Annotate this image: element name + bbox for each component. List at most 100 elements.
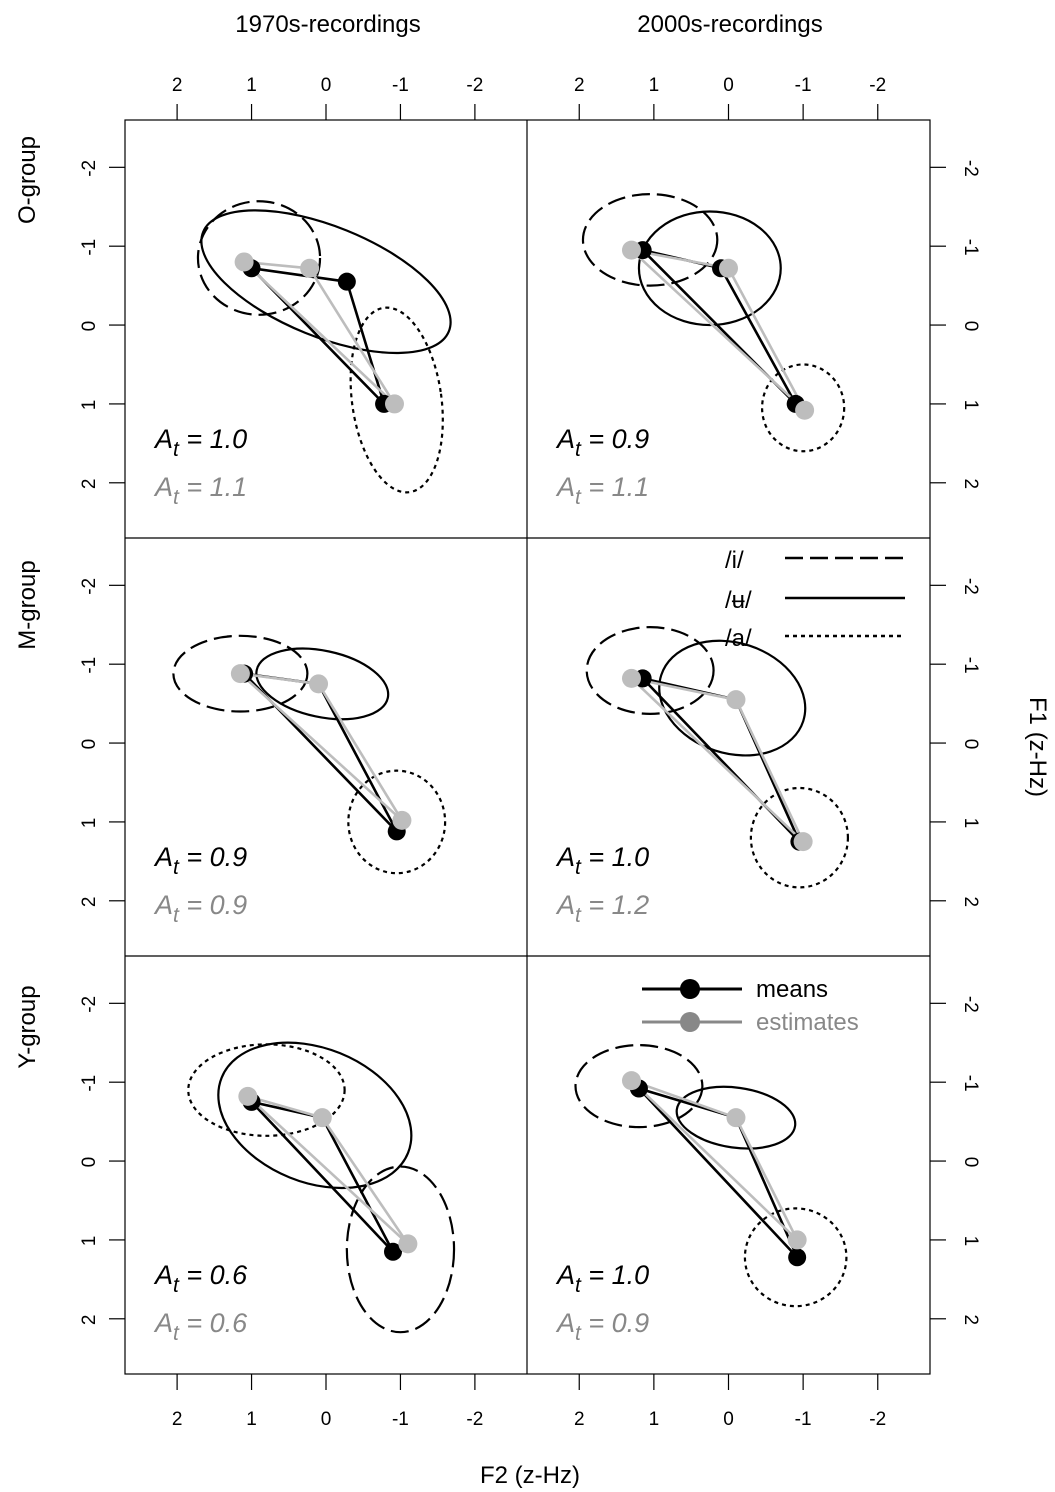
ellipse-ʉ-2 [255,647,390,721]
ellipse-a-0 [349,306,444,494]
y-tick-label-right-2-2: 0 [960,1157,981,1168]
vowel-legend: /i/ /ʉ/ /a/ [725,547,905,652]
legend-vowel-i-label: /i/ [725,547,744,574]
at-estimate-label-0: At = 1.1 [153,472,247,509]
means-triangle-0 [250,266,386,406]
at-estimate-label-3: At = 1.2 [555,890,649,927]
ellipse-i-3 [585,626,715,715]
legend-vowel-a-label: /a/ [725,625,752,652]
y-tick-label-left-0-3: 1 [79,400,100,411]
estimate-point-0-2 [384,394,404,414]
mean-point-4-2 [384,1242,402,1261]
y-tick-label-left-2-3: 1 [79,1236,100,1247]
panel-m-group-2000s: At = 1.0 At = 1.2 [555,626,850,927]
x-tick-label-top-0-4: -2 [466,75,483,96]
ellipse-i-0 [196,200,322,316]
estimate-point-1-1 [719,258,738,278]
estimates-triangle-0 [242,260,396,406]
at-estimate-label-5: At = 0.9 [555,1308,649,1345]
y-tick-label-right-1-3: 1 [960,818,981,829]
ellipse-ʉ-1 [637,210,782,327]
y-tick-label-right-0-3: 1 [960,400,981,411]
at-mean-label-3: At = 1.0 [555,842,649,879]
mean-point-0-1 [337,272,356,291]
y-tick-label-left-1-3: 1 [79,818,100,829]
ellipse-i-2 [172,634,309,713]
estimate-point-3-1 [726,690,746,710]
y-tick-label-right-0-4: 2 [960,479,981,490]
x-tick-label-top-1-4: -2 [869,75,886,96]
y-tick-label-right-1-1: -1 [960,657,981,674]
y-tick-label-left-1-2: 0 [79,739,100,750]
estimate-point-5-1 [726,1108,746,1128]
y-tick-label-left-0-4: 2 [79,479,100,490]
x-tick-label-bottom-0-4: -2 [466,1409,483,1430]
estimate-point-2-0 [230,664,250,684]
ellipse-i-4 [345,1165,456,1334]
ellipse-i-5 [574,1044,704,1129]
y-tick-label-left-2-4: 2 [79,1315,100,1326]
x-tick-label-top-1-1: 1 [649,75,660,96]
estimate-point-5-2 [787,1230,807,1250]
ellipse-a-1 [760,363,846,453]
legend-means-label: means [756,976,828,1003]
x-tick-label-top-1-3: -1 [795,75,812,96]
column-title-1970s: 1970s-recordings [235,11,420,38]
at-mean-label-0: At = 1.0 [153,424,247,461]
y-tick-label-left-0-1: -1 [79,239,100,256]
estimates-triangle-2 [239,672,404,822]
estimate-point-3-0 [621,668,641,688]
ellipse-ʉ-3 [658,639,807,757]
x-tick-label-bottom-1-2: 0 [723,1409,734,1430]
y-tick-label-right-2-4: 2 [960,1315,981,1326]
y-tick-label-right-1-2: 0 [960,739,981,750]
estimate-point-4-0 [238,1086,258,1106]
x-tick-label-bottom-0-1: 1 [246,1409,257,1430]
estimate-point-4-1 [312,1108,332,1128]
y-tick-label-left-2-2: 0 [79,1157,100,1168]
at-mean-label-4: At = 0.6 [153,1260,248,1297]
y-tick-label-right-0-2: 0 [960,321,981,332]
y-tick-label-right-1-0: -2 [960,578,981,595]
at-estimate-label-2: At = 0.9 [153,890,247,927]
row-title-m-group: M-group [14,560,41,649]
panel-o-group-1970s: At = 1.0 At = 1.1 [153,200,452,509]
y-tick-label-left-1-1: -1 [79,657,100,674]
estimate-point-3-2 [793,832,813,852]
x-tick-label-bottom-0-0: 2 [172,1409,183,1430]
at-mean-label-5: At = 1.0 [555,1260,649,1297]
estimates-triangle-5 [630,1079,799,1242]
y-tick-label-left-1-4: 2 [79,897,100,908]
y-tick-label-left-2-0: -2 [79,996,100,1013]
row-title-y-group: Y-group [14,985,41,1068]
estimate-point-2-1 [309,674,329,694]
legend-estimates-marker [680,1012,700,1032]
at-estimate-label-4: At = 0.6 [153,1308,248,1345]
at-estimate-label-1: At = 1.1 [555,472,649,509]
ellipse-a-5 [743,1207,848,1308]
ellipse-ʉ-0 [200,209,452,355]
column-title-2000s: 2000s-recordings [637,11,822,38]
y-tick-label-right-2-3: 1 [960,1236,981,1247]
x-tick-label-top-0-1: 1 [246,75,257,96]
x-tick-label-bottom-1-0: 2 [574,1409,585,1430]
at-mean-label-2: At = 0.9 [153,842,247,879]
panel-grid: At = 1.0 At = 1.1 At = 0.9 At = 1.1 At = 0.9… [153,193,850,1345]
panel-m-group-1970s: At = 0.9 At = 0.9 [153,634,447,927]
legend-vowel-u-label: /ʉ/ [725,587,752,614]
ellipse-a-3 [749,786,850,889]
x-tick-label-top-1-2: 0 [723,75,734,96]
x-tick-label-bottom-0-2: 0 [321,1409,332,1430]
y-tick-label-left-1-0: -2 [79,578,100,595]
estimate-point-1-2 [795,400,815,420]
ellipse-a-2 [347,769,447,875]
y-axis-label: F1 (z-Hz) [1024,697,1051,797]
y-tick-label-right-2-0: -2 [960,996,981,1013]
estimates-triangle-1 [630,248,806,412]
ellipse-i-1 [581,193,719,287]
estimate-point-5-0 [621,1071,641,1091]
estimate-point-0-0 [234,252,254,272]
ellipse-ʉ-4 [217,1041,413,1190]
estimate-point-2-2 [392,810,412,830]
